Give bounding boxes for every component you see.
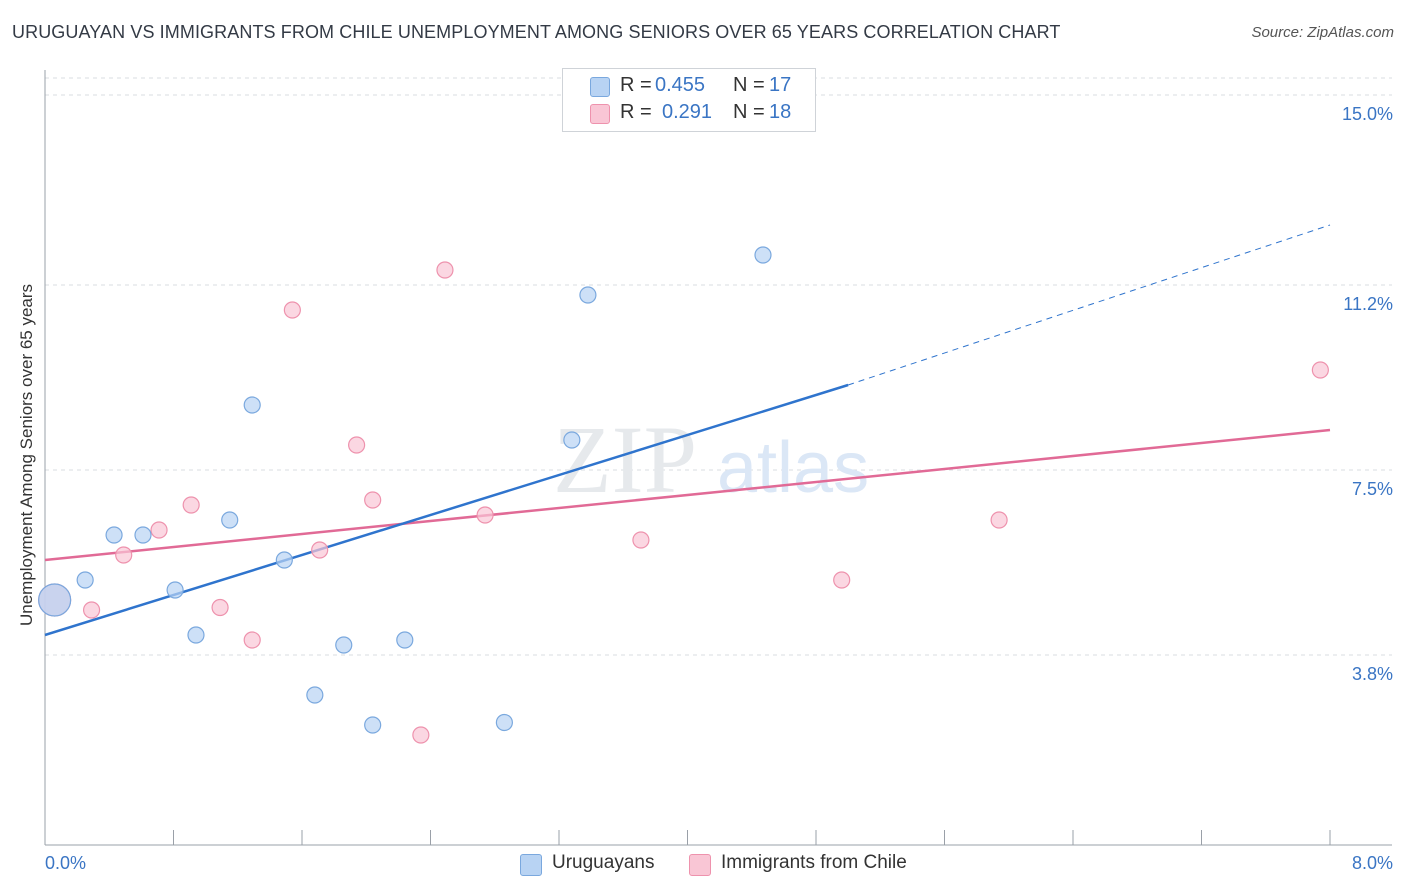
point-chile bbox=[182, 496, 200, 514]
point-chile bbox=[1311, 361, 1329, 379]
bottom-legend-swatch-blue bbox=[520, 854, 542, 876]
legend-n-label: N = bbox=[733, 101, 765, 123]
point-uruguayans bbox=[187, 626, 205, 644]
legend-n-label: N = bbox=[733, 74, 765, 96]
point-uruguayans bbox=[221, 511, 239, 529]
tick-labels: 3.8% 7.5% 11.2% 15.0% 0.0% 8.0% bbox=[45, 104, 1393, 873]
watermark: ZIP atlas bbox=[553, 406, 869, 513]
point-chile bbox=[364, 491, 382, 509]
legend-r-value: 0.455 bbox=[655, 74, 706, 96]
legend-swatch-blue bbox=[590, 77, 610, 97]
legend-n-value: 17 bbox=[769, 74, 792, 96]
point-chile bbox=[115, 546, 133, 564]
legend-r-label: R = bbox=[620, 101, 652, 123]
point-uruguayans bbox=[105, 526, 123, 544]
point-uruguayans bbox=[166, 581, 184, 599]
point-chile bbox=[348, 436, 366, 454]
legend-swatch-pink bbox=[590, 104, 610, 124]
point-chile bbox=[833, 571, 851, 589]
point-uruguayans bbox=[364, 716, 382, 734]
x-tick-label-max: 8.0% bbox=[1352, 853, 1393, 873]
point-chile bbox=[436, 261, 454, 279]
watermark-atlas: atlas bbox=[717, 428, 869, 508]
point-uruguayans bbox=[38, 583, 72, 617]
y-tick-label: 15.0% bbox=[1342, 104, 1393, 124]
trend-line-uruguayans bbox=[44, 383, 849, 637]
point-chile bbox=[243, 631, 261, 649]
y-tick-label: 7.5% bbox=[1352, 479, 1393, 499]
chart-title: URUGUAYAN VS IMMIGRANTS FROM CHILE UNEMP… bbox=[12, 22, 1061, 42]
stats-legend: R = 0.455 N = 17 R = 0.291 N = 18 bbox=[562, 68, 816, 132]
point-uruguayans bbox=[335, 636, 353, 654]
x-tick-label-min: 0.0% bbox=[45, 853, 86, 873]
point-uruguayans bbox=[754, 246, 772, 264]
point-uruguayans bbox=[563, 431, 581, 449]
bottom-legend-label: Uruguayans bbox=[552, 852, 655, 873]
grid-lines bbox=[45, 77, 1392, 656]
point-chile bbox=[311, 541, 329, 559]
y-tick-label: 3.8% bbox=[1352, 664, 1393, 684]
legend-n-value: 18 bbox=[769, 101, 792, 123]
point-chile bbox=[990, 511, 1008, 529]
point-uruguayans bbox=[134, 526, 152, 544]
point-uruguayans bbox=[275, 551, 293, 569]
point-chile bbox=[150, 521, 168, 539]
bottom-legend-label: Immigrants from Chile bbox=[721, 852, 907, 873]
watermark-zip: ZIP bbox=[553, 406, 697, 513]
trend-line-chile bbox=[44, 428, 1331, 562]
point-chile bbox=[476, 506, 494, 524]
point-uruguayans bbox=[243, 396, 261, 414]
data-points bbox=[38, 246, 1329, 744]
axes bbox=[44, 70, 1392, 846]
y-axis-label: Unemployment Among Seniors over 65 years bbox=[17, 283, 36, 627]
point-chile bbox=[412, 726, 430, 744]
point-chile bbox=[283, 301, 301, 319]
point-chile bbox=[82, 601, 101, 619]
point-uruguayans bbox=[495, 713, 513, 732]
point-chile bbox=[211, 598, 229, 617]
legend-r-label: R = bbox=[620, 74, 652, 96]
legend-r-value: 0.291 bbox=[662, 101, 713, 123]
y-tick-label: 11.2% bbox=[1343, 294, 1393, 314]
point-uruguayans bbox=[306, 686, 324, 704]
point-uruguayans bbox=[396, 631, 414, 649]
point-chile bbox=[632, 531, 650, 549]
bottom-legend-swatch-pink bbox=[689, 854, 711, 876]
point-uruguayans bbox=[579, 286, 597, 304]
trend-line-uruguayans-projection bbox=[847, 224, 1331, 386]
source-label: Source: ZipAtlas.com bbox=[1251, 24, 1394, 41]
point-uruguayans bbox=[76, 571, 94, 589]
